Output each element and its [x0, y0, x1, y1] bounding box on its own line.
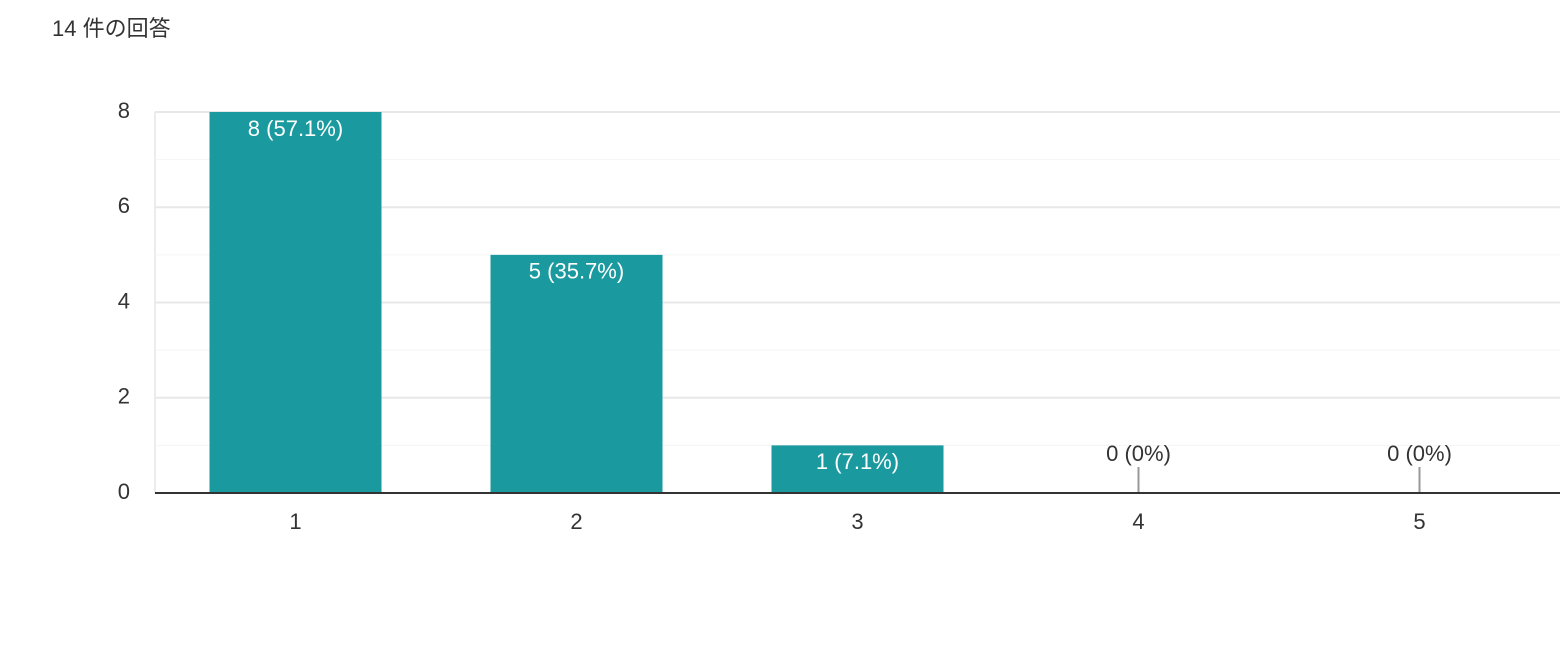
bar — [490, 254, 663, 493]
bar — [771, 445, 944, 493]
data-label: 0 (0%) — [1106, 441, 1171, 466]
y-tick-label: 8 — [118, 98, 130, 123]
x-tick-label: 3 — [851, 509, 863, 534]
data-label: 5 (35.7%) — [529, 259, 624, 284]
y-tick-label: 4 — [118, 288, 130, 313]
x-tick-label: 5 — [1413, 509, 1425, 534]
chart-title: 14 件の回答 — [52, 16, 171, 41]
x-tick-label: 4 — [1132, 509, 1144, 534]
data-label: 1 (7.1%) — [816, 449, 899, 474]
x-tick-label: 2 — [570, 509, 582, 534]
y-tick-label: 0 — [118, 479, 130, 504]
y-tick-label: 2 — [118, 384, 130, 409]
x-tick-label: 1 — [289, 509, 301, 534]
data-label: 0 (0%) — [1387, 441, 1452, 466]
bar — [209, 112, 382, 493]
data-label: 8 (57.1%) — [248, 116, 343, 141]
y-tick-label: 6 — [118, 193, 130, 218]
